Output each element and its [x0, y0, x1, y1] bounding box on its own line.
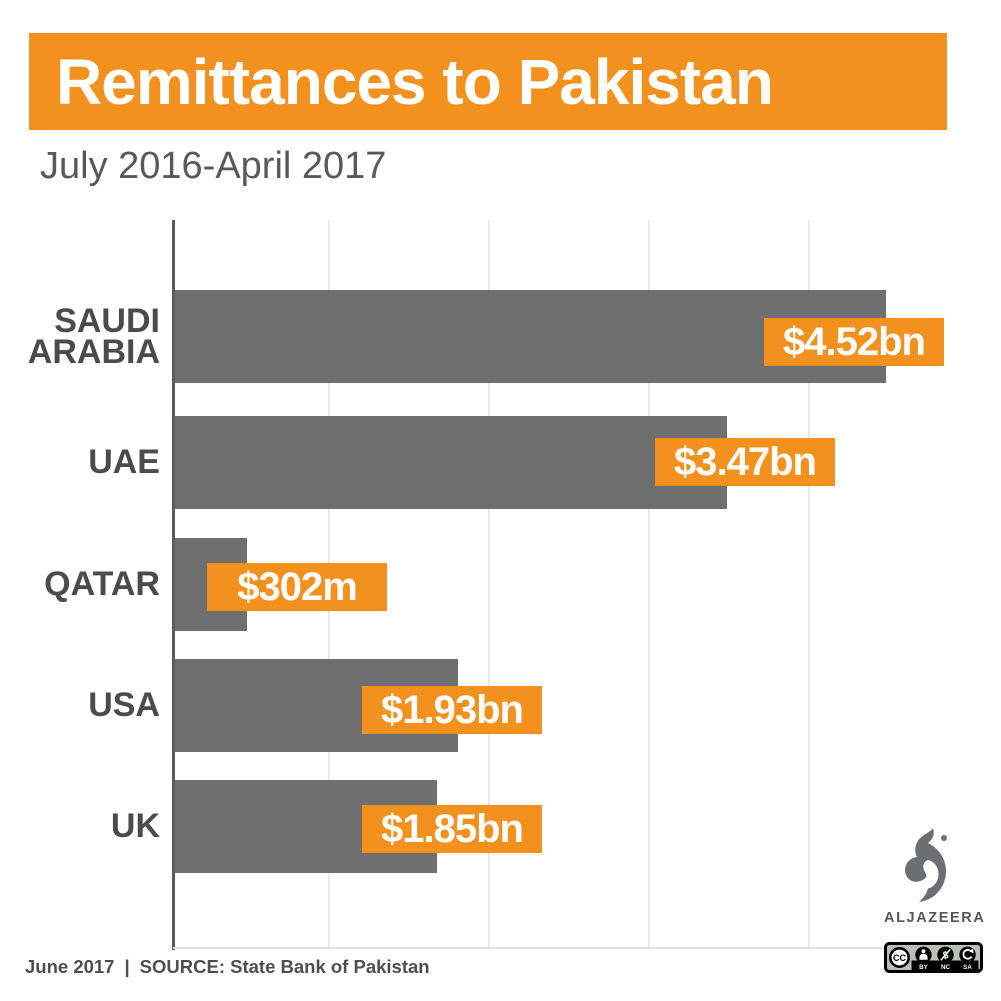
page-title: Remittances to Pakistan — [56, 45, 774, 118]
aljazeera-wordmark: ALJAZEERA — [884, 910, 986, 926]
svg-text:BY: BY — [919, 964, 929, 971]
svg-text:SA: SA — [963, 964, 972, 971]
category-label: SAUDI ARABIA — [27, 301, 160, 371]
svg-text:CC: CC — [893, 953, 906, 963]
value-badge: $1.85bn — [362, 805, 542, 853]
header-band: Remittances to Pakistan — [29, 33, 947, 130]
category-label: UK — [110, 807, 160, 845]
gridline-3bn — [648, 220, 650, 948]
aljazeera-flame-logo-icon — [900, 828, 960, 912]
x-baseline — [173, 947, 884, 949]
source-text: SOURCE: State Bank of Pakistan — [139, 956, 430, 977]
source-note: June 2017 | SOURCE: State Bank of Pakistan — [25, 956, 430, 978]
value-badge: $4.52bn — [764, 318, 944, 366]
footer-separator: | — [124, 956, 130, 977]
category-label: USA — [88, 686, 160, 724]
gridline-2bn — [488, 220, 490, 948]
category-label: QATAR — [44, 565, 160, 603]
value-badge: $302m — [207, 563, 387, 611]
y-axis-line — [172, 220, 175, 950]
value-badge: $1.93bn — [362, 686, 542, 734]
gridline-4bn — [808, 220, 810, 948]
chart-period-subtitle: July 2016-April 2017 — [40, 145, 387, 187]
publish-date: June 2017 — [25, 956, 115, 977]
category-label: UAE — [88, 443, 160, 481]
bar-uae — [175, 416, 727, 509]
creative-commons-license-icon: CC $ BY NC SA — [884, 942, 983, 973]
value-badge: $3.47bn — [655, 438, 835, 486]
svg-text:NC: NC — [941, 964, 951, 971]
